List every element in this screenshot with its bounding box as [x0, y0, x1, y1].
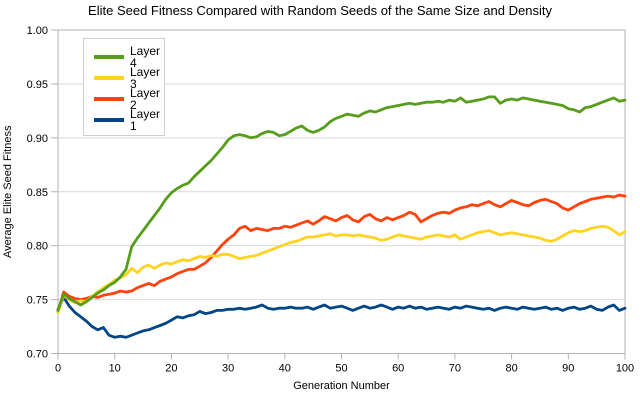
- x-tick-label: 10: [109, 363, 121, 375]
- legend-label: Layer 4: [130, 43, 161, 70]
- x-tick-label: 20: [165, 363, 177, 375]
- x-tick-label: 40: [279, 363, 291, 375]
- x-tick-label: 100: [616, 363, 634, 375]
- series-line-layer-4: [56, 95, 627, 312]
- series-line-layer-3: [56, 224, 627, 314]
- x-tick-label: 70: [449, 363, 461, 375]
- y-tick-label: 0.75: [27, 295, 48, 307]
- legend-swatch-icon: [94, 75, 124, 80]
- y-tick-label: 0.90: [27, 133, 48, 145]
- y-tick-label: 0.80: [27, 241, 48, 253]
- legend-item-layer-4: Layer 4: [94, 43, 161, 70]
- plot-frame: [57, 29, 626, 354]
- legend-item-layer-1: Layer 1: [94, 106, 161, 133]
- y-tick-label: 1.00: [27, 25, 48, 37]
- series-line-layer-1: [56, 295, 627, 339]
- chart-title: Elite Seed Fitness Compared with Random …: [88, 3, 552, 18]
- y-axis-label: Average Elite Seed Fitness: [2, 125, 14, 258]
- x-tick-label: 80: [505, 363, 517, 375]
- x-axis-label: Generation Number: [293, 380, 390, 392]
- y-tick-label: 0.70: [27, 349, 48, 361]
- y-tick-label: 0.95: [27, 79, 48, 91]
- legend-swatch-icon: [94, 96, 124, 101]
- legend-swatch-icon: [94, 117, 124, 122]
- x-tick-label: 90: [562, 363, 574, 375]
- series-line-layer-2: [56, 193, 627, 313]
- x-tick-label: 60: [392, 363, 404, 375]
- legend: Layer 4 Layer 3 Layer 2 Layer 1: [83, 38, 165, 136]
- legend-swatch-icon: [94, 54, 124, 59]
- x-tick-label: 50: [335, 363, 347, 375]
- legend-item-layer-2: Layer 2: [94, 85, 161, 112]
- legend-item-layer-3: Layer 3: [94, 64, 161, 91]
- legend-label: Layer 2: [130, 85, 161, 112]
- y-tick-label: 0.85: [27, 187, 48, 199]
- legend-label: Layer 1: [130, 106, 161, 133]
- x-tick-label: 30: [222, 363, 234, 375]
- legend-label: Layer 3: [130, 64, 161, 91]
- x-tick-label: 0: [55, 363, 61, 375]
